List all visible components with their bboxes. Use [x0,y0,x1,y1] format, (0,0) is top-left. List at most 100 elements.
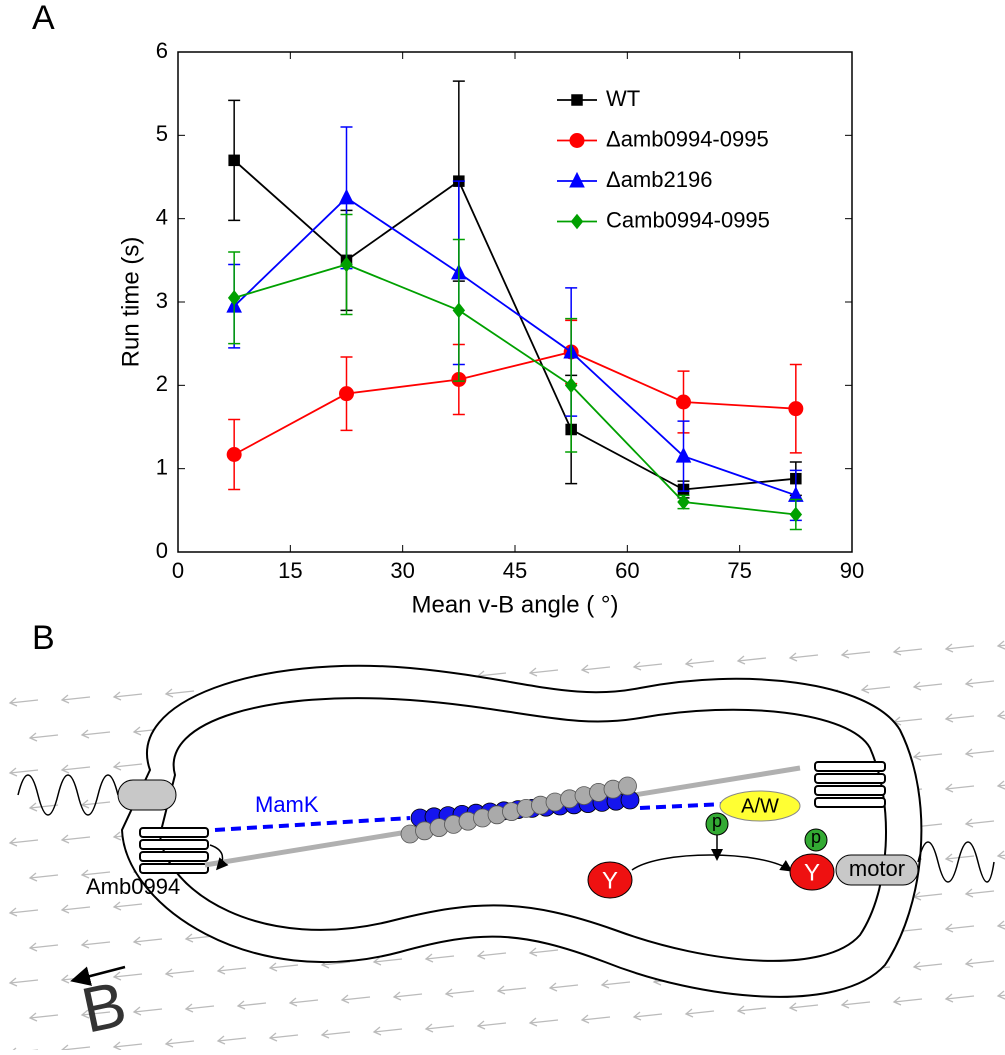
field-arrow [60,694,91,704]
field-arrow [996,920,1005,930]
field-arrow [684,658,715,668]
field-arrow [424,953,455,963]
field-arrow [580,1014,611,1024]
field-arrow [528,947,559,957]
field-arrow [476,1020,507,1030]
field-arrow [996,990,1005,1000]
field-arrow [736,1005,767,1015]
field-arrow [528,667,559,677]
series-line [233,159,796,491]
legend-label: Camb0994-0995 [606,207,770,232]
x-tick-label: 0 [172,558,184,583]
field-arrow [112,761,143,771]
marker [789,506,803,523]
arrow [209,844,229,871]
field-arrow [632,1011,663,1021]
marker [571,94,583,106]
field-arrow [964,888,995,898]
field-arrow [268,1032,299,1042]
field-arrow [112,971,143,981]
series-line [233,351,796,456]
field-arrow [132,936,163,946]
field-arrow [164,968,195,978]
field-arrow [912,681,943,691]
field-arrow [444,988,475,998]
field-arrow [964,958,995,968]
x-tick-label: 15 [278,558,302,583]
field-arrow [70,965,126,986]
field-arrow [112,901,143,911]
field-arrow [28,1012,59,1022]
field-arrow [340,994,371,1004]
field-arrow [528,1017,559,1027]
marker [676,394,691,410]
field-arrow [788,1002,819,1012]
chey-p [789,853,835,891]
marker [677,494,690,510]
label: p [811,827,821,847]
field-arrow [112,691,143,701]
field-label: B [76,967,133,1046]
field-arrow [372,1026,403,1036]
field-arrow [496,985,527,995]
y-tick-label: 5 [156,121,168,146]
marker [227,290,241,306]
marker [340,256,353,273]
field-arrow [600,979,631,989]
x-tick-label: 90 [840,558,864,583]
magnetosome-chain [400,776,640,844]
field-arrow [268,962,299,972]
field-arrow [112,1041,143,1051]
field-arrow [320,1029,351,1039]
field-arrow [996,710,1005,720]
x-axis-label: Mean v-B angle ( °) [411,591,618,618]
field-arrow [60,904,91,914]
field-arrow [788,652,819,662]
field-arrow [164,1038,195,1048]
field-arrow [944,783,975,793]
field-arrow [996,780,1005,790]
field-arrow [8,697,39,707]
marker [452,302,466,319]
field-arrow [164,688,195,698]
panel-label: A [32,0,55,37]
field-arrow [944,713,975,723]
label: motor [849,856,905,881]
field-arrow [944,923,975,933]
field-arrow [28,872,59,882]
x-tick-label: 30 [390,558,414,583]
field-arrow [944,643,975,653]
flagellar-motor [117,779,177,811]
marker [569,171,585,188]
label: A/W [741,795,779,817]
label: Y [602,867,618,894]
aw-protein [719,790,801,822]
y-tick-label: 6 [156,38,168,63]
arrow [631,854,793,872]
legend-label: WT [606,86,640,111]
label: p [712,811,722,831]
field-arrow [8,837,39,847]
label: MamK [255,792,319,817]
field-arrow [548,982,579,992]
legend-label: Δamb2196 [606,167,712,192]
field-arrow [8,977,39,987]
field-arrow [964,818,995,828]
marker [339,386,354,402]
field-arrow [28,942,59,952]
field-arrow [8,907,39,917]
field-arrow [80,869,111,879]
marker [226,447,242,462]
x-tick-label: 60 [615,558,639,583]
pole-complex [139,761,886,874]
field-arrow [996,850,1005,860]
field-arrow [28,732,59,742]
mamk-filament [214,802,726,832]
field-arrow [944,853,975,863]
field-arrow [892,646,923,656]
cell-diagram: MamK Amb0994 A/W p p Y Y motor B [17,664,995,1047]
motor [835,854,919,886]
field-arrow [912,891,943,901]
field-arrow [964,748,995,758]
marker [675,447,692,463]
